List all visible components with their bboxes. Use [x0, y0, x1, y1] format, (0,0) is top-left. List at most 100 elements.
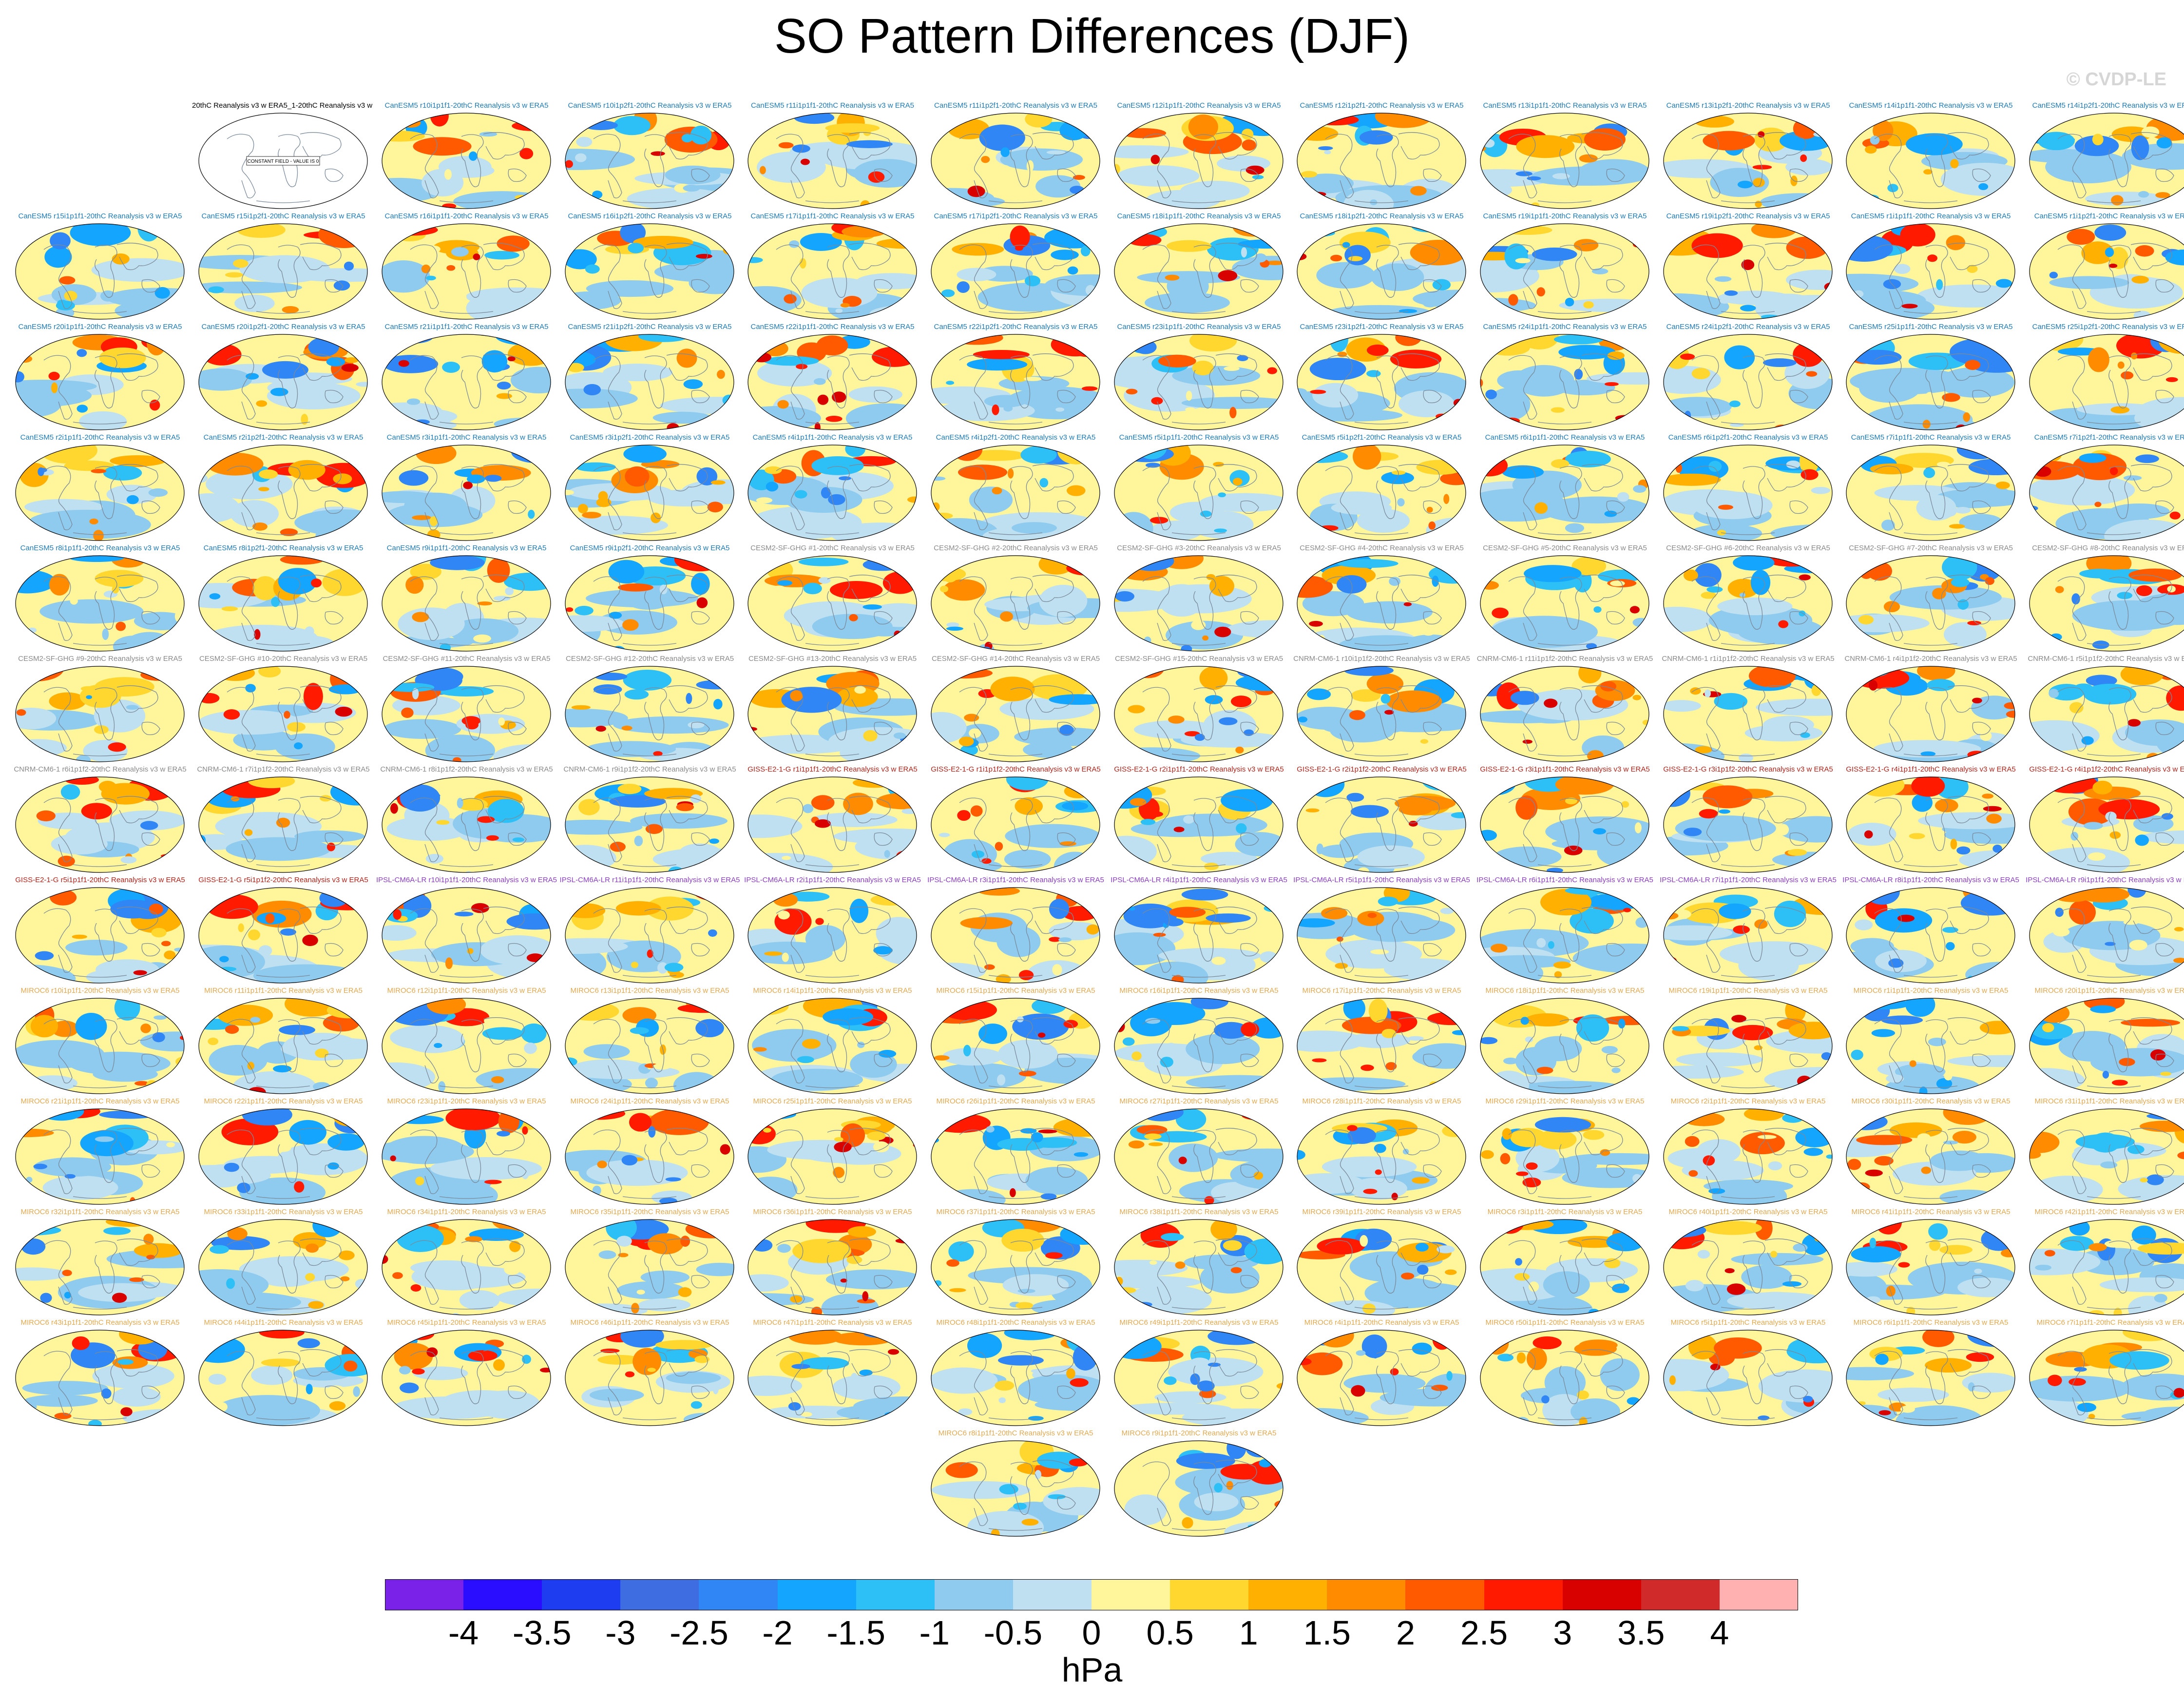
panel-label: MIROC6 r30i1p1f1-20thC Reanalysis v3 w E… [1851, 1097, 2011, 1105]
map-panel: MIROC6 r2i1p1f1-20thC Reanalysis v3 w ER… [1657, 1096, 1839, 1207]
map-panel: CanESM5 r6i1p1f1-20thC Reanalysis v3 w E… [1474, 432, 1656, 543]
panel-label: MIROC6 r1i1p1f1-20thC Reanalysis v3 w ER… [1853, 986, 2009, 995]
world-map [1114, 776, 1284, 873]
panel-label: GISS-E2-1-G r4i1p1f2-20thC Reanalysis v3… [2029, 765, 2184, 774]
map-panel: CanESM5 r12i1p2f1-20thC Reanalysis v3 w … [1290, 100, 1473, 212]
world-map [1114, 887, 1284, 984]
map-panel: CNRM-CM6-1 r6i1p1f2-20thC Reanalysis v3 … [9, 764, 192, 875]
world-map [1114, 1330, 1284, 1426]
world-map [1297, 1108, 1466, 1205]
panel-label: MIROC6 r32i1p1f1-20thC Reanalysis v3 w E… [20, 1208, 180, 1216]
world-map [565, 776, 734, 873]
colorbar-box [463, 1579, 542, 1610]
panel-label: CanESM5 r21i1p2f1-20thC Reanalysis v3 w … [568, 323, 732, 331]
panel-label: CanESM5 r9i1p1f1-20thC Reanalysis v3 w E… [386, 544, 547, 552]
panel-label: CESM2-SF-GHG #9-20thC Reanalysis v3 w ER… [18, 655, 182, 663]
colorbar-tick-label: 1.5 [1303, 1614, 1351, 1652]
panel-label: CESM2-SF-GHG #1-20thC Reanalysis v3 w ER… [750, 544, 915, 552]
panel-label: MIROC6 r39i1p1f1-20thC Reanalysis v3 w E… [1302, 1208, 1461, 1216]
map-panel: CanESM5 r7i1p1f1-20thC Reanalysis v3 w E… [1839, 432, 2022, 543]
panel-label: GISS-E2-1-G r4i1p1f1-20thC Reanalysis v3… [1846, 765, 2016, 774]
colorbar-tick-label: 0 [1082, 1614, 1101, 1652]
world-map [15, 1108, 185, 1205]
map-panel: CanESM5 r5i1p2f1-20thC Reanalysis v3 w E… [1290, 432, 1473, 543]
world-map [198, 445, 368, 541]
map-panel: CanESM5 r5i1p1f1-20thC Reanalysis v3 w E… [1108, 432, 1290, 543]
map-panel: CESM2-SF-GHG #3-20thC Reanalysis v3 w ER… [1108, 543, 1290, 654]
world-map [2029, 334, 2184, 430]
map-panel: CNRM-CM6-1 r11i1p1f2-20thC Reanalysis v3… [1474, 654, 1656, 765]
panel-label: CanESM5 r18i1p1f1-20thC Reanalysis v3 w … [1117, 212, 1281, 220]
panel-label: CanESM5 r4i1p1f1-20thC Reanalysis v3 w E… [752, 433, 913, 442]
panel-label: MIROC6 r19i1p1f1-20thC Reanalysis v3 w E… [1668, 986, 1828, 995]
map-panel: CanESM5 r6i1p2f1-20thC Reanalysis v3 w E… [1657, 432, 1839, 543]
world-map [931, 887, 1100, 984]
world-map [931, 776, 1100, 873]
panel-label: CanESM5 r14i1p2f1-20thC Reanalysis v3 w … [2032, 101, 2184, 110]
panel-label: CanESM5 r24i1p1f1-20thC Reanalysis v3 w … [1483, 323, 1647, 331]
world-map [15, 1330, 185, 1426]
map-panel: MIROC6 r10i1p1f1-20thC Reanalysis v3 w E… [9, 986, 192, 1097]
world-map [565, 223, 734, 320]
panel-label: CanESM5 r23i1p1f1-20thC Reanalysis v3 w … [1117, 323, 1281, 331]
panel-label: CNRM-CM6-1 r7i1p1f2-20thC Reanalysis v3 … [197, 765, 370, 774]
world-map [931, 1330, 1100, 1426]
world-map [1663, 998, 1833, 1094]
panel-label: 20thC Reanalysis v3 w ERA5_1-20thC Reana… [192, 101, 375, 110]
map-panel: MIROC6 r8i1p1f1-20thC Reanalysis v3 w ER… [924, 1428, 1107, 1539]
panel-label: MIROC6 r34i1p1f1-20thC Reanalysis v3 w E… [387, 1208, 546, 1216]
world-map: CONSTANT FIELD - VALUE IS 0 [198, 113, 368, 209]
map-panel: CanESM5 r24i1p2f1-20thC Reanalysis v3 w … [1657, 322, 1839, 433]
map-panel: CESM2-SF-GHG #4-20thC Reanalysis v3 w ER… [1290, 543, 1473, 654]
map-panel: CanESM5 r15i1p1f1-20thC Reanalysis v3 w … [9, 211, 192, 322]
constant-field-box [246, 156, 320, 166]
map-panel: IPSL-CM6A-LR r9i1p1f1-20thC Reanalysis v… [2023, 875, 2184, 986]
world-map [747, 1108, 917, 1205]
panel-label: IPSL-CM6A-LR r11i1p1f1-20thC Reanalysis … [559, 876, 740, 884]
panel-label: CanESM5 r8i1p2f1-20thC Reanalysis v3 w E… [203, 544, 364, 552]
world-map [747, 776, 917, 873]
panel-label: IPSL-CM6A-LR r9i1p1f1-20thC Reanalysis v… [2026, 876, 2184, 884]
world-map [1663, 1330, 1833, 1426]
map-panel: MIROC6 r5i1p1f1-20thC Reanalysis v3 w ER… [1657, 1317, 1839, 1429]
panel-label: MIROC6 r47i1p1f1-20thC Reanalysis v3 w E… [753, 1318, 912, 1327]
map-panel: CanESM5 r4i1p1f1-20thC Reanalysis v3 w E… [741, 432, 924, 543]
world-map [1480, 334, 1649, 430]
map-panel: CanESM5 r12i1p1f1-20thC Reanalysis v3 w … [1108, 100, 1290, 212]
map-panel: CESM2-SF-GHG #13-20thC Reanalysis v3 w E… [741, 654, 924, 765]
map-panel: MIROC6 r43i1p1f1-20thC Reanalysis v3 w E… [9, 1317, 192, 1429]
world-map [931, 445, 1100, 541]
world-map [747, 113, 917, 209]
map-panel: CanESM5 r10i1p2f1-20thC Reanalysis v3 w … [558, 100, 741, 212]
world-map [1114, 334, 1284, 430]
panel-label: IPSL-CM6A-LR r10i1p1f1-20thC Reanalysis … [376, 876, 557, 884]
world-map [1114, 445, 1284, 541]
panel-label: MIROC6 r43i1p1f1-20thC Reanalysis v3 w E… [20, 1318, 180, 1327]
panel-label: CNRM-CM6-1 r6i1p1f2-20thC Reanalysis v3 … [14, 765, 187, 774]
world-map [1480, 223, 1649, 320]
colorbar-tick-label: -2.5 [670, 1614, 728, 1652]
world-map [1114, 223, 1284, 320]
world-map [1846, 887, 2015, 984]
world-map [2029, 555, 2184, 652]
map-panel: CNRM-CM6-1 r4i1p1f2-20thC Reanalysis v3 … [1839, 654, 2022, 765]
world-map [1846, 113, 2015, 209]
map-panel: CanESM5 r18i1p1f1-20thC Reanalysis v3 w … [1108, 211, 1290, 322]
world-map [198, 223, 368, 320]
world-map [2029, 113, 2184, 209]
map-panel: GISS-E2-1-G r4i1p1f2-20thC Reanalysis v3… [2023, 764, 2184, 875]
map-panel: MIROC6 r30i1p1f1-20thC Reanalysis v3 w E… [1839, 1096, 2022, 1207]
panel-label: CanESM5 r16i1p2f1-20thC Reanalysis v3 w … [568, 212, 732, 220]
world-map [747, 1330, 917, 1426]
panel-label: IPSL-CM6A-LR r7i1p1f1-20thC Reanalysis v… [1660, 876, 1837, 884]
world-map [382, 113, 551, 209]
colorbar-tick-label: -2 [762, 1614, 793, 1652]
world-map [382, 666, 551, 762]
world-map [198, 776, 368, 873]
map-panel: CNRM-CM6-1 r8i1p1f2-20thC Reanalysis v3 … [375, 764, 558, 875]
world-map [1297, 113, 1466, 209]
panel-label: CanESM5 r20i1p2f1-20thC Reanalysis v3 w … [201, 323, 365, 331]
map-panel: GISS-E2-1-G r3i1p1f2-20thC Reanalysis v3… [1657, 764, 1839, 875]
map-panel: MIROC6 r3i1p1f1-20thC Reanalysis v3 w ER… [1474, 1207, 1656, 1318]
colorbar-box [777, 1579, 857, 1610]
